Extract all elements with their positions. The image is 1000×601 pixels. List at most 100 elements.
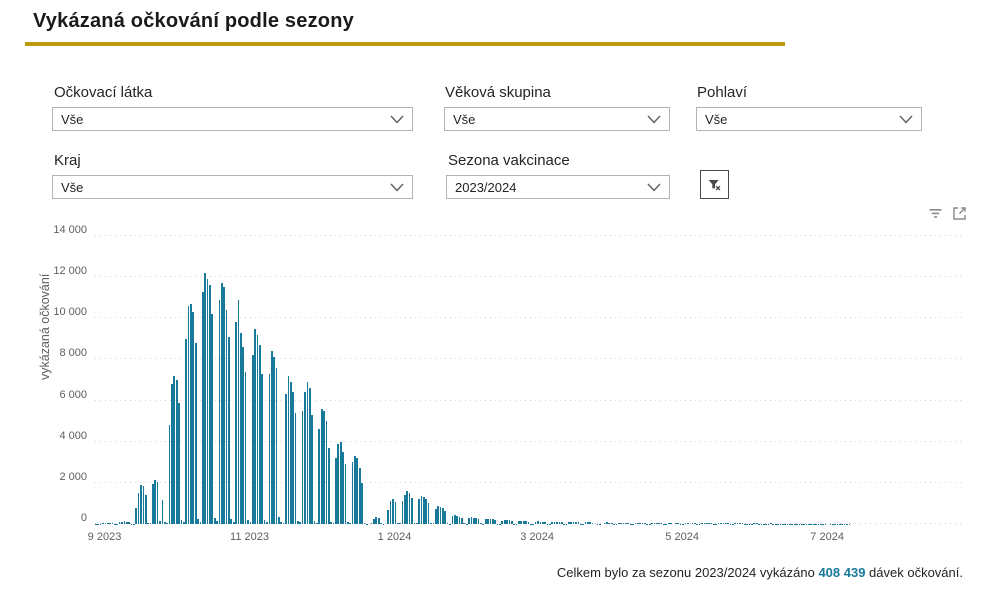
bar[interactable] (133, 523, 135, 524)
clear-filters-button[interactable] (700, 170, 729, 199)
bar[interactable] (427, 503, 430, 524)
bar[interactable] (344, 464, 347, 524)
bar[interactable] (760, 523, 763, 524)
bar[interactable] (482, 523, 485, 524)
bar[interactable] (377, 517, 380, 524)
bar[interactable] (579, 523, 582, 524)
bar[interactable] (762, 523, 765, 524)
bar[interactable] (311, 414, 313, 524)
bar[interactable] (430, 522, 432, 524)
bar[interactable] (325, 421, 328, 524)
bar[interactable] (558, 521, 561, 524)
sex-dropdown[interactable]: Vše (696, 107, 922, 131)
bar[interactable] (796, 523, 798, 524)
bar[interactable] (458, 516, 461, 524)
bar[interactable] (349, 522, 352, 524)
bar[interactable] (423, 497, 425, 524)
bar[interactable] (294, 412, 297, 524)
bar[interactable] (159, 520, 161, 524)
bar[interactable] (356, 458, 359, 524)
bar[interactable] (232, 521, 235, 524)
bar[interactable] (425, 499, 428, 524)
bar[interactable] (508, 520, 511, 524)
bar[interactable] (530, 523, 532, 524)
bar[interactable] (434, 508, 437, 524)
bar[interactable] (373, 518, 375, 524)
bar[interactable] (306, 382, 309, 524)
bar[interactable] (475, 518, 477, 524)
bar[interactable] (97, 523, 100, 524)
bar[interactable] (636, 522, 639, 524)
bar[interactable] (617, 522, 620, 524)
bar[interactable] (646, 523, 649, 524)
bar[interactable] (679, 523, 682, 524)
bar[interactable] (396, 522, 399, 524)
bar[interactable] (463, 523, 466, 524)
bar[interactable] (304, 392, 306, 524)
bar[interactable] (736, 523, 739, 524)
bar[interactable] (713, 523, 715, 524)
bar[interactable] (774, 523, 777, 524)
bar[interactable] (330, 521, 332, 524)
bar[interactable] (320, 408, 323, 524)
bar[interactable] (404, 495, 406, 524)
bar[interactable] (691, 523, 694, 524)
bar[interactable] (477, 519, 480, 524)
bar[interactable] (822, 523, 825, 524)
bar[interactable] (225, 310, 228, 524)
bar[interactable] (456, 515, 458, 524)
bar[interactable] (370, 523, 373, 524)
bar[interactable] (694, 523, 696, 524)
bar[interactable] (598, 523, 601, 524)
bar[interactable] (175, 380, 178, 524)
bar[interactable] (182, 522, 185, 524)
bar[interactable] (665, 523, 668, 524)
bar[interactable] (534, 521, 537, 524)
bar[interactable] (710, 523, 713, 524)
bar[interactable] (406, 491, 409, 524)
bar[interactable] (506, 520, 508, 524)
bar[interactable] (717, 523, 720, 524)
bar[interactable] (743, 523, 746, 524)
bar[interactable] (808, 523, 810, 524)
bar[interactable] (727, 523, 729, 524)
bar[interactable] (770, 523, 772, 524)
bar[interactable] (732, 523, 734, 524)
bar[interactable] (789, 523, 791, 524)
bar[interactable] (720, 523, 722, 524)
bar[interactable] (791, 523, 794, 524)
bar[interactable] (532, 523, 535, 524)
bar[interactable] (140, 484, 142, 524)
age-group-dropdown[interactable]: Vše (444, 107, 670, 131)
bar[interactable] (116, 523, 119, 524)
bar[interactable] (777, 523, 779, 524)
bar[interactable] (292, 392, 294, 524)
bar[interactable] (244, 371, 247, 524)
bar[interactable] (515, 523, 518, 524)
bar[interactable] (537, 521, 539, 524)
bar[interactable] (670, 522, 672, 524)
bar[interactable] (275, 367, 278, 524)
bar[interactable] (104, 522, 107, 524)
bar[interactable] (518, 521, 520, 524)
bar[interactable] (663, 523, 665, 524)
bar[interactable] (622, 522, 625, 524)
bar[interactable] (494, 520, 497, 524)
focus-mode-button[interactable] (952, 206, 967, 226)
bar[interactable] (648, 523, 651, 524)
bar[interactable] (171, 384, 173, 524)
bar[interactable] (387, 509, 390, 524)
bar[interactable] (660, 523, 663, 524)
bar[interactable] (684, 523, 687, 524)
bar[interactable] (563, 523, 565, 524)
bar[interactable] (128, 521, 130, 524)
bar[interactable] (739, 523, 741, 524)
bar[interactable] (698, 523, 701, 524)
bar[interactable] (408, 493, 411, 524)
bar[interactable] (746, 523, 748, 524)
bar[interactable] (682, 523, 684, 524)
bar[interactable] (461, 517, 463, 524)
bar[interactable] (301, 410, 304, 524)
bar[interactable] (389, 501, 392, 524)
bar[interactable] (513, 523, 516, 524)
